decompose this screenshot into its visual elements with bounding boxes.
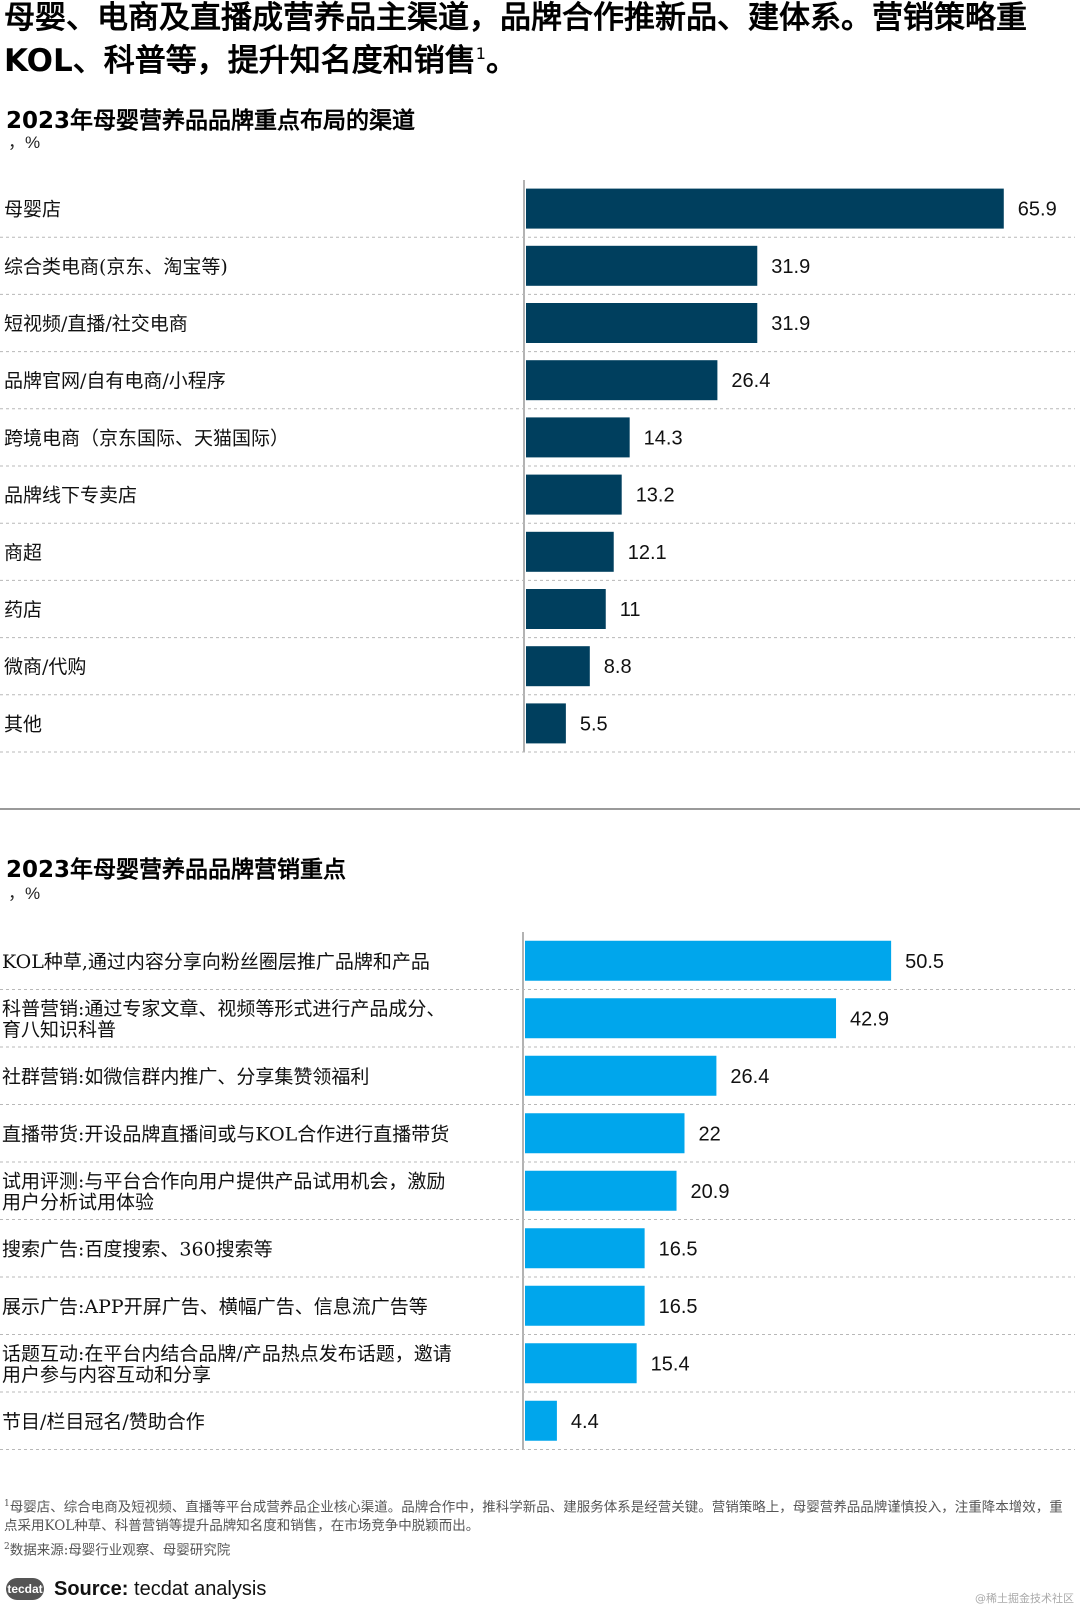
chart2-category-label: 科普营销:通过专家文章、视频等形式进行产品成分、: [2, 998, 445, 1020]
chart2-value-label: 20.9: [691, 1181, 730, 1203]
source-value: tecdat analysis: [128, 1577, 267, 1600]
chart1-value-label: 14.3: [644, 427, 683, 449]
chart2-bar-chart: 50.5 KOL种草,通过内容分享向粉丝圈层推广品牌和产品 42.9 科普营销:通过专…: [0, 932, 1075, 1450]
chart2-bar: [525, 1170, 677, 1211]
chart1-bar: [526, 589, 606, 629]
chart1-value-label: 13.2: [636, 485, 675, 507]
chart1-value-label: 12.1: [628, 542, 667, 564]
chart2-category-label: 展示广告:APP开屏广告、横幅广告、信息流广告等: [2, 1296, 428, 1318]
chart2-value-label: 42.9: [850, 1008, 889, 1030]
footnote-2: 2数据来源:母婴行业观察、母婴研究院: [4, 1538, 1074, 1560]
source-row: tecdat Source: tecdat analysis: [6, 1575, 266, 1603]
headline-footnote-mark: 1: [475, 44, 486, 63]
chart2-category-label: 用户参与内容互动和分享: [2, 1364, 211, 1386]
chart1-unit: ，%: [8, 133, 41, 152]
chart1-bar: [526, 245, 758, 286]
chart2-category-label: 社群营销:如微信群内推广、分享集赞领福利: [2, 1066, 369, 1088]
watermark: @稀土掘金技术社区: [975, 1592, 1074, 1605]
chart2-value-label: 16.5: [659, 1296, 698, 1318]
chart2-category-label: 试用评测:与平台合作向用户提供产品试用机会，激励: [2, 1170, 445, 1192]
chart2-value-label: 26.4: [730, 1066, 769, 1088]
footnote-1: 1母婴店、综合电商及短视频、直播等平台成营养品企业核心渠道。品牌合作中，推科学新…: [4, 1495, 1074, 1535]
chart1-category-label: 微商/代购: [4, 656, 86, 678]
chart1-value-label: 26.4: [731, 370, 770, 392]
chart2-value-label: 50.5: [905, 951, 944, 973]
source-text: Source: tecdat analysis: [54, 1578, 266, 1601]
tecdat-logo: tecdat: [6, 1578, 44, 1600]
chart2-bar: [525, 940, 892, 981]
chart2-title: 2023年母婴营养品品牌营销重点: [6, 857, 347, 883]
chart1-category-label: 品牌官网/自有电商/小程序: [4, 370, 226, 392]
chart2-value-label: 15.4: [651, 1353, 690, 1375]
chart2-bar: [525, 1055, 717, 1096]
headline: 母婴、电商及直播成营养品主渠道，品牌合作推新品、建体系。营销策略重KOL、科普等…: [4, 0, 1074, 79]
chart1-category-label: 跨境电商（京东国际、天猫国际）: [4, 427, 289, 449]
footnote-2-text: 数据来源:母婴行业观察、母婴研究院: [9, 1542, 231, 1558]
chart1-value-label: 5.5: [580, 713, 608, 735]
section-separator: [0, 808, 1080, 810]
chart2-category-label: 直播带货:开设品牌直播间或与KOL合作进行直播带货: [2, 1123, 449, 1145]
chart1-title: 2023年母婴营养品品牌重点布局的渠道: [6, 108, 416, 134]
chart1-bar: [526, 360, 718, 401]
footnote-2-mark: 2: [4, 1541, 10, 1552]
chart2-bar: [525, 1228, 645, 1269]
chart1-category-label: 药店: [4, 599, 42, 621]
chart2-value-label: 4.4: [571, 1411, 599, 1433]
chart2-category-label: 话题互动:在平台内结合品牌/产品热点发布话题，邀请: [2, 1343, 452, 1365]
source-label: Source:: [54, 1577, 129, 1600]
footnote-1-mark: 1: [4, 1499, 10, 1509]
chart1-value-label: 31.9: [771, 256, 810, 278]
chart1-bar: [526, 474, 622, 515]
chart2-bar: [525, 1113, 685, 1154]
footnote-1-text: 母婴店、综合电商及短视频、直播等平台成营养品企业核心渠道。品牌合作中，推科学新品…: [4, 1499, 1063, 1534]
chart1-bar: [526, 531, 614, 572]
headline-text: 母婴、电商及直播成营养品主渠道，品牌合作推新品、建体系。营销策略重KOL、科普等…: [4, 0, 1027, 79]
chart2-bar: [525, 1400, 557, 1441]
chart1-value-label: 11: [620, 599, 641, 621]
footnotes: 1母婴店、综合电商及短视频、直播等平台成营养品企业核心渠道。品牌合作中，推科学新…: [4, 1495, 1074, 1562]
chart1-value-label: 31.9: [771, 313, 810, 335]
chart2-bar: [525, 1285, 645, 1326]
chart2-category-label: 搜索广告:百度搜索、360搜索等: [2, 1238, 273, 1260]
headline-end: 。: [485, 43, 517, 79]
chart2-bar: [525, 998, 837, 1039]
chart1-value-label: 65.9: [1018, 199, 1057, 221]
chart2-category-label: 育八知识科普: [2, 1019, 116, 1041]
chart1-category-label: 其他: [4, 713, 42, 735]
chart1-bar: [526, 703, 566, 744]
chart1-bar: [526, 417, 630, 458]
chart2-category-label: 用户分析试用体验: [2, 1191, 154, 1213]
chart2-value-label: 22: [699, 1123, 721, 1145]
chart1-bar: [526, 188, 1004, 229]
chart2-value-label: 16.5: [659, 1238, 698, 1260]
chart1-category-label: 综合类电商(京东、淘宝等): [4, 256, 228, 278]
chart1-bar: [526, 646, 590, 687]
chart1-category-label: 品牌线下专卖店: [4, 485, 137, 507]
chart1-category-label: 商超: [4, 542, 42, 564]
chart2-category-label: KOL种草,通过内容分享向粉丝圈层推广品牌和产品: [2, 951, 430, 973]
chart1-bar-chart: 65.9 母婴店 31.9 综合类电商(京东、淘宝等) 31.9 短视频/直播/社交电商 2…: [0, 180, 1075, 753]
chart1-bar: [526, 303, 758, 343]
chart2-unit: ，%: [8, 884, 41, 903]
chart2-bar: [525, 1343, 637, 1384]
chart1-category-label: 母婴店: [4, 199, 61, 221]
chart2-category-label: 节目/栏目冠名/赞助合作: [2, 1411, 205, 1433]
chart1-value-label: 8.8: [604, 656, 632, 678]
chart1-category-label: 短视频/直播/社交电商: [4, 313, 188, 335]
